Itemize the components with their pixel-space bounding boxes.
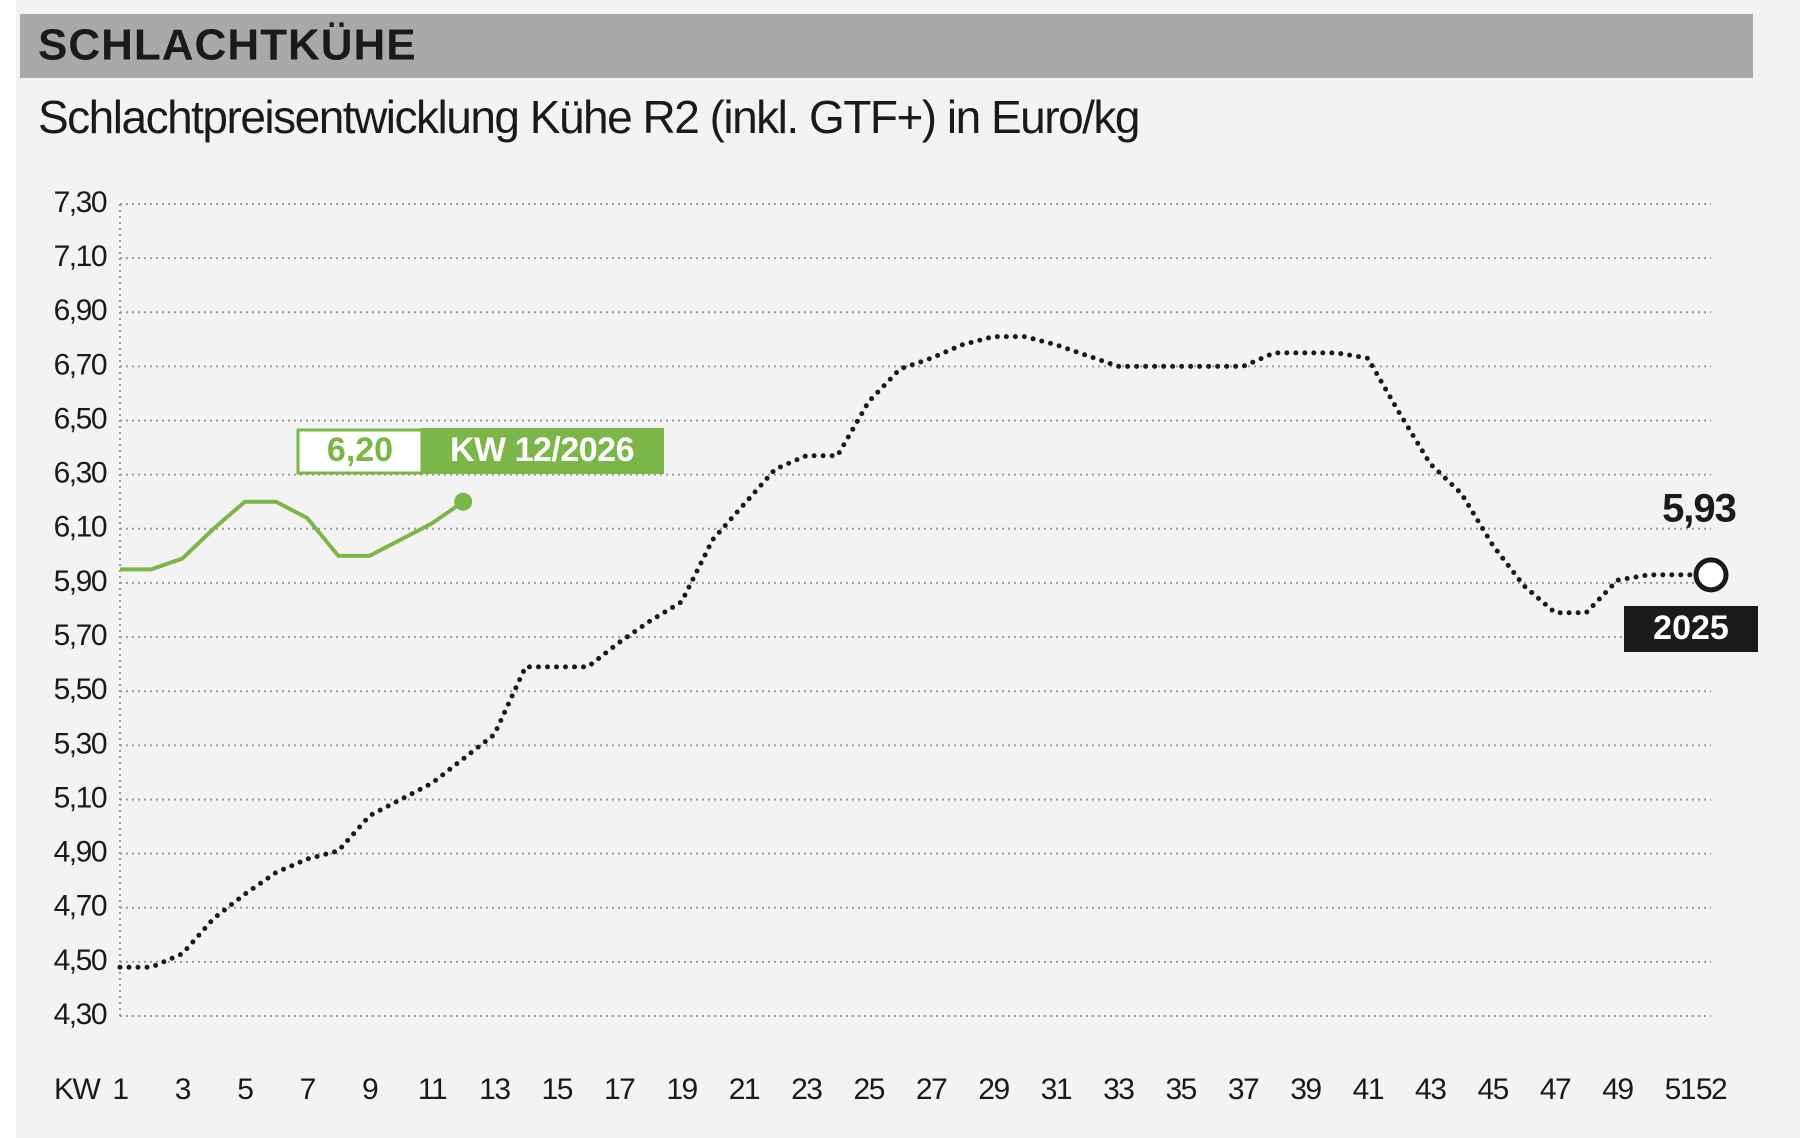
x-tick-label: 5 xyxy=(237,1073,253,1106)
x-tick-label: 52 xyxy=(1696,1073,1727,1106)
data-label: 6,20 xyxy=(327,431,393,469)
x-tick-label: 41 xyxy=(1353,1073,1384,1106)
x-tick-label: 13 xyxy=(479,1073,510,1106)
y-tick-label: 6,10 xyxy=(54,511,107,544)
y-tick-label: 6,50 xyxy=(54,402,107,435)
x-tick-label: 23 xyxy=(791,1073,822,1106)
x-tick-label: 17 xyxy=(604,1073,635,1106)
x-tick-label: 37 xyxy=(1228,1073,1259,1106)
x-tick-label: 7 xyxy=(300,1073,316,1106)
series-line xyxy=(120,499,465,572)
series-line xyxy=(117,334,1714,970)
x-tick-label: 35 xyxy=(1165,1073,1196,1106)
y-tick-label: 5,30 xyxy=(54,727,107,760)
x-tick-label: 19 xyxy=(666,1073,697,1106)
header: SCHLACHTKÜHE xyxy=(38,21,417,70)
x-tick-label: 49 xyxy=(1602,1073,1633,1106)
x-tick-label: 39 xyxy=(1290,1073,1321,1106)
x-tick-label: 47 xyxy=(1540,1073,1571,1106)
y-tick-label: 5,90 xyxy=(54,565,107,598)
chart-title: Schlachtpreisentwicklung Kühe R2 (inkl. … xyxy=(38,91,1139,143)
x-tick-label: 45 xyxy=(1477,1073,1508,1106)
x-tick-label: 27 xyxy=(916,1073,947,1106)
x-tick-label: 43 xyxy=(1415,1073,1446,1106)
x-tick-label: 29 xyxy=(978,1073,1009,1106)
y-tick-label: 5,10 xyxy=(54,781,107,814)
header-bar xyxy=(20,14,1753,78)
y-tick-label: 6,30 xyxy=(54,457,107,490)
y-tick-label: 4,90 xyxy=(54,836,107,869)
y-tick-label: 4,30 xyxy=(54,998,107,1031)
value-box xyxy=(296,428,424,475)
end-marker xyxy=(454,492,473,511)
y-tick-label: 6,90 xyxy=(54,294,107,327)
x-tick-label: 21 xyxy=(729,1073,760,1106)
x-tick-label: 11 xyxy=(418,1073,447,1106)
legend-label: 2025 xyxy=(1653,609,1729,647)
x-tick-label: 3 xyxy=(175,1073,191,1106)
x-axis-label: KW xyxy=(54,1073,102,1106)
x-tick-label: 1 xyxy=(112,1073,128,1106)
x-tick-label: 51 xyxy=(1665,1073,1696,1106)
legend-box xyxy=(1624,606,1758,652)
y-tick-label: 6,70 xyxy=(54,348,107,381)
y-tick-label: 7,10 xyxy=(54,240,107,273)
data-label: 5,93 xyxy=(1662,486,1736,530)
chart-background xyxy=(16,0,1800,1138)
x-tick-label: 33 xyxy=(1103,1073,1134,1106)
y-tick-label: 7,30 xyxy=(54,186,107,219)
annotation-box xyxy=(421,428,664,474)
annotation: KW 12/2026 xyxy=(450,431,634,469)
y-tick-label: 5,50 xyxy=(54,673,107,706)
x-tick-label: 9 xyxy=(362,1073,378,1106)
x-tick-label: 25 xyxy=(854,1073,885,1106)
end-marker xyxy=(1693,557,1729,593)
y-tick-label: 4,50 xyxy=(54,944,107,977)
y-tick-label: 4,70 xyxy=(54,890,107,923)
y-tick-label: 5,70 xyxy=(54,619,107,652)
x-tick-label: 31 xyxy=(1041,1073,1072,1106)
x-tick-label: 15 xyxy=(542,1073,573,1106)
